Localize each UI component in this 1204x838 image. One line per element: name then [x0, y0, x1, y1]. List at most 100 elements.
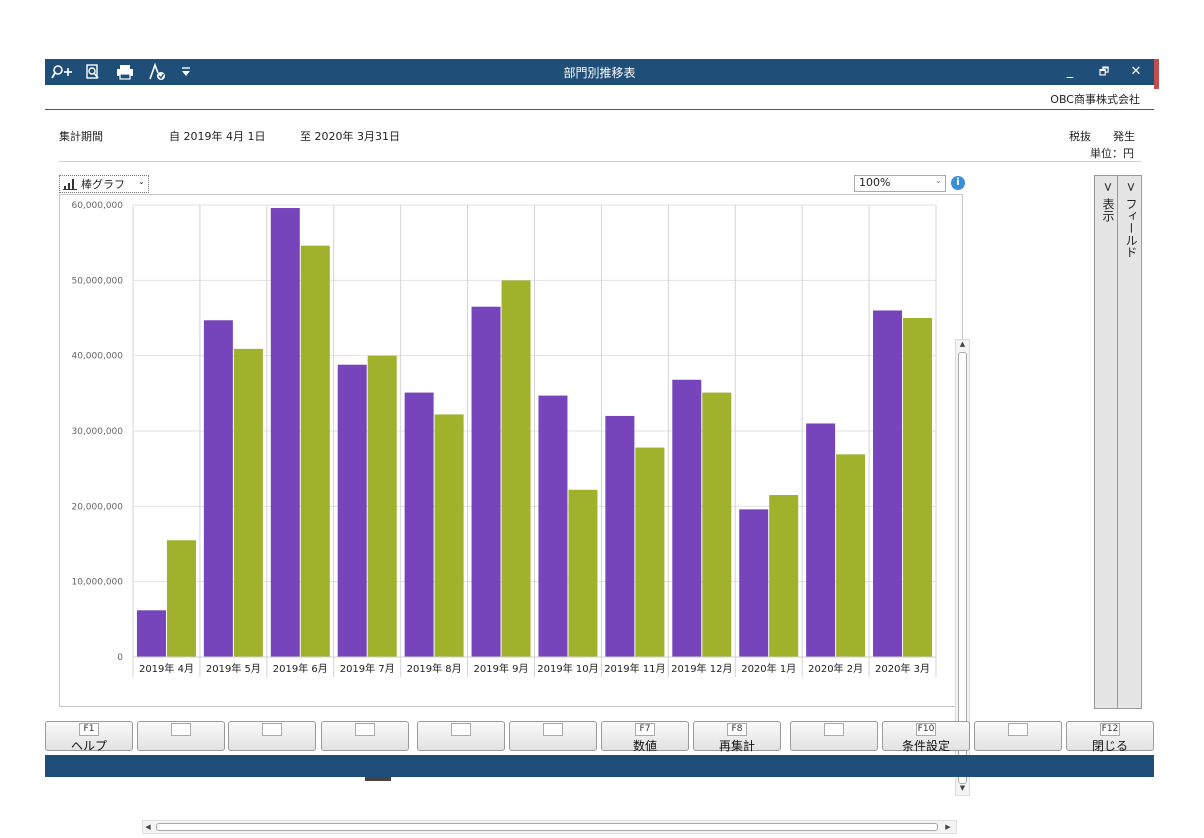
minimize-button[interactable]: _ [1066, 64, 1074, 79]
bar-series2 [903, 318, 933, 657]
function-key-empty[interactable] [321, 721, 409, 751]
y-tick-label: 10,000,000 [71, 578, 123, 588]
scroll-down-icon[interactable]: ▼ [959, 784, 966, 792]
function-key-id [171, 723, 191, 736]
horizontal-scroll-thumb[interactable] [156, 823, 938, 831]
y-tick-label: 50,000,000 [71, 276, 123, 286]
zoom-select[interactable]: 100% ⌄ [854, 175, 946, 192]
chevron-icon: > [1124, 182, 1138, 193]
x-tick-label: 2020年 2月 [808, 662, 863, 675]
bar-series2 [501, 280, 531, 657]
app-window: 部門別推移表 _ 🗗 ✕ OBC商事株式会社 集計期間 自 2019年 4月 1… [45, 59, 1154, 834]
function-key-label: ヘルプ [70, 739, 107, 753]
function-key-id: F7 [635, 723, 655, 736]
period-to: 至 2020年 3月31日 [300, 130, 400, 143]
close-button[interactable]: ✕ [1130, 64, 1142, 79]
bar-series1 [270, 208, 300, 657]
tab-view[interactable]: > 表示 [1095, 176, 1117, 708]
bar-series1 [739, 509, 769, 657]
bar-series2 [702, 392, 732, 657]
search-plus-icon[interactable] [51, 63, 73, 81]
function-key-f12[interactable]: F12 閉じる [1066, 721, 1154, 753]
scroll-up-icon[interactable]: ▲ [959, 340, 966, 348]
function-key-bar: F1 ヘルプ F7 数値 F8 再集計 F10 条件設定 F12 閉じる [45, 721, 1154, 755]
title-bar: 部門別推移表 _ 🗗 ✕ [45, 59, 1154, 85]
function-key-id [543, 723, 563, 736]
dropdown-arrow-icon[interactable] [176, 63, 198, 81]
bar-series2 [166, 540, 196, 657]
function-key-label: 条件設定 [901, 739, 950, 753]
function-key-f8[interactable]: F8 再集計 [693, 721, 781, 753]
tab-field-label: フィールド [1124, 198, 1138, 259]
header-divider [45, 109, 1154, 110]
preview-icon[interactable] [82, 63, 104, 81]
function-key-empty[interactable] [137, 721, 225, 751]
bar-series1 [337, 364, 367, 657]
accrual-basis: 発生 [1113, 130, 1135, 143]
chevron-icon: > [1101, 182, 1115, 193]
x-tick-label: 2019年 8月 [407, 662, 462, 675]
x-tick-label: 2019年 7月 [340, 662, 395, 675]
function-key-id: F8 [727, 723, 747, 736]
x-tick-label: 2020年 1月 [741, 662, 796, 675]
side-tab-divider [1117, 176, 1118, 708]
bar-series1 [538, 395, 568, 657]
function-key-id: F1 [79, 723, 99, 736]
function-key-empty[interactable] [509, 721, 597, 751]
function-key-id [824, 723, 844, 736]
window-accent-strip [1153, 59, 1159, 89]
bar-series2 [769, 495, 799, 657]
y-tick-label: 40,000,000 [71, 352, 123, 362]
info-icon[interactable]: i [951, 176, 965, 190]
y-tick-label: 60,000,000 [71, 201, 123, 211]
vertical-scroll-thumb[interactable] [958, 352, 967, 784]
function-key-empty[interactable] [228, 721, 316, 751]
x-tick-label: 2019年 10月 [537, 662, 598, 675]
x-tick-label: 2020年 3月 [875, 662, 930, 675]
function-key-id [355, 723, 375, 736]
function-key-empty[interactable] [790, 721, 878, 751]
x-tick-label: 2019年 6月 [273, 662, 328, 675]
function-key-f1[interactable]: F1 ヘルプ [45, 721, 133, 753]
function-key-label: 閉じる [1091, 739, 1128, 753]
function-key-id [1008, 723, 1028, 736]
y-tick-label: 0 [117, 653, 123, 663]
chart-type-select[interactable]: 棒グラフ ⌄ [59, 175, 149, 193]
x-tick-label: 2019年 5月 [206, 662, 261, 675]
function-key-id: F12 [1100, 723, 1120, 736]
function-key-id [262, 723, 282, 736]
bar-series2 [434, 414, 464, 657]
function-key-id [451, 723, 471, 736]
zoom-value: 100% [859, 176, 891, 189]
bar-series2 [300, 245, 330, 657]
taskbar-handle [365, 777, 391, 781]
bar-chart: 0 10,000,000 20,000,000 30,000,000 40,000,00… [71, 201, 1087, 677]
window-title: 部門別推移表 [563, 66, 636, 80]
print-icon[interactable] [114, 63, 136, 81]
function-key-id: F10 [916, 723, 936, 736]
bar-series1 [873, 310, 903, 657]
scroll-left-icon[interactable]: ◀ [145, 823, 151, 831]
function-key-empty[interactable] [417, 721, 505, 751]
pdf-check-icon[interactable] [146, 62, 168, 81]
vertical-scrollbar[interactable]: ▲ ▼ [955, 339, 970, 796]
function-key-empty[interactable] [974, 721, 1062, 751]
period-label: 集計期間 [59, 130, 103, 143]
restore-button[interactable]: 🗗 [1098, 65, 1110, 78]
x-tick-label: 2019年 4月 [139, 662, 194, 675]
tab-field[interactable]: > フィールド [1118, 176, 1140, 708]
y-tick-label: 20,000,000 [71, 502, 123, 512]
function-key-f7[interactable]: F7 数値 [601, 721, 689, 753]
company-name: OBC商事株式会社 [1050, 93, 1140, 106]
scroll-right-icon[interactable]: ▶ [945, 823, 951, 831]
bar-series1 [203, 320, 233, 657]
bar-series1 [136, 610, 166, 657]
bar-series1 [806, 423, 836, 657]
horizontal-scrollbar[interactable]: ◀ ▶ [142, 820, 957, 834]
x-tick-label: 2019年 9月 [474, 662, 529, 675]
function-key-f10[interactable]: F10 条件設定 [882, 721, 970, 753]
bar-series2 [568, 489, 598, 657]
header-separator [59, 161, 1141, 162]
bar-series2 [635, 447, 665, 657]
chevron-down-icon: ⌄ [935, 176, 942, 185]
